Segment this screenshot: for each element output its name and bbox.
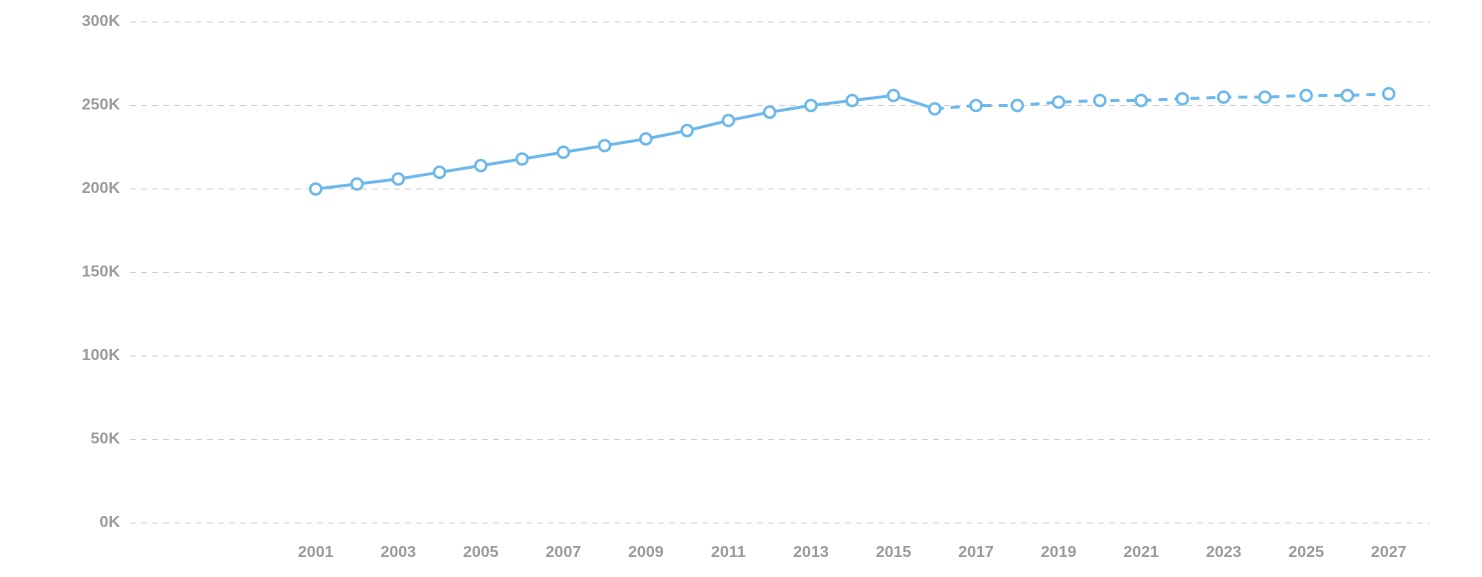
data-point bbox=[1010, 98, 1025, 113]
data-point bbox=[350, 177, 364, 191]
series-line bbox=[315, 93, 936, 191]
x-tick-label: 2001 bbox=[298, 544, 334, 561]
data-point bbox=[1381, 87, 1396, 101]
x-tick-label: 2019 bbox=[1041, 544, 1077, 561]
data-point bbox=[1175, 92, 1190, 106]
data-point bbox=[1134, 93, 1148, 108]
y-tick-label: 300K bbox=[82, 13, 121, 30]
data-point bbox=[680, 123, 694, 138]
x-tick-label: 2017 bbox=[958, 544, 994, 561]
data-point bbox=[1258, 90, 1272, 104]
forecast-line bbox=[934, 92, 1389, 111]
data-point bbox=[474, 158, 488, 173]
data-point bbox=[308, 182, 323, 196]
data-point bbox=[845, 93, 859, 108]
y-tick-label: 200K bbox=[82, 180, 121, 197]
data-point bbox=[969, 98, 983, 113]
data-point bbox=[391, 172, 406, 186]
data-point bbox=[515, 152, 529, 166]
data-point bbox=[597, 138, 612, 153]
x-tick-label: 2003 bbox=[380, 544, 416, 561]
data-point bbox=[1340, 88, 1355, 103]
x-tick-label: 2009 bbox=[628, 544, 664, 561]
data-point bbox=[432, 165, 447, 180]
y-tick-label: 0K bbox=[100, 514, 121, 531]
x-tick-label: 2013 bbox=[793, 544, 829, 561]
y-tick-label: 100K bbox=[82, 347, 121, 364]
data-point bbox=[886, 88, 901, 103]
data-point bbox=[721, 113, 736, 128]
data-point bbox=[762, 105, 777, 119]
x-tick-label: 2011 bbox=[711, 544, 746, 561]
data-point bbox=[928, 102, 942, 116]
x-tick-label: 2023 bbox=[1206, 544, 1242, 561]
y-tick-label: 50K bbox=[91, 431, 121, 448]
x-tick-label: 2005 bbox=[463, 544, 499, 561]
data-point bbox=[1093, 93, 1107, 108]
y-tick-label: 150K bbox=[82, 264, 121, 281]
data-point bbox=[639, 132, 653, 146]
y-tick-label: 250K bbox=[82, 97, 121, 114]
x-tick-label: 2025 bbox=[1288, 544, 1324, 561]
data-point bbox=[804, 98, 818, 113]
x-tick-label: 2027 bbox=[1371, 544, 1407, 561]
data-point bbox=[1216, 90, 1231, 104]
x-tick-label: 2021 bbox=[1123, 544, 1159, 561]
data-point bbox=[1051, 95, 1066, 109]
data-point bbox=[556, 145, 571, 160]
x-tick-label: 2015 bbox=[876, 544, 912, 561]
data-point bbox=[1299, 88, 1313, 103]
x-tick-label: 2007 bbox=[546, 544, 582, 561]
